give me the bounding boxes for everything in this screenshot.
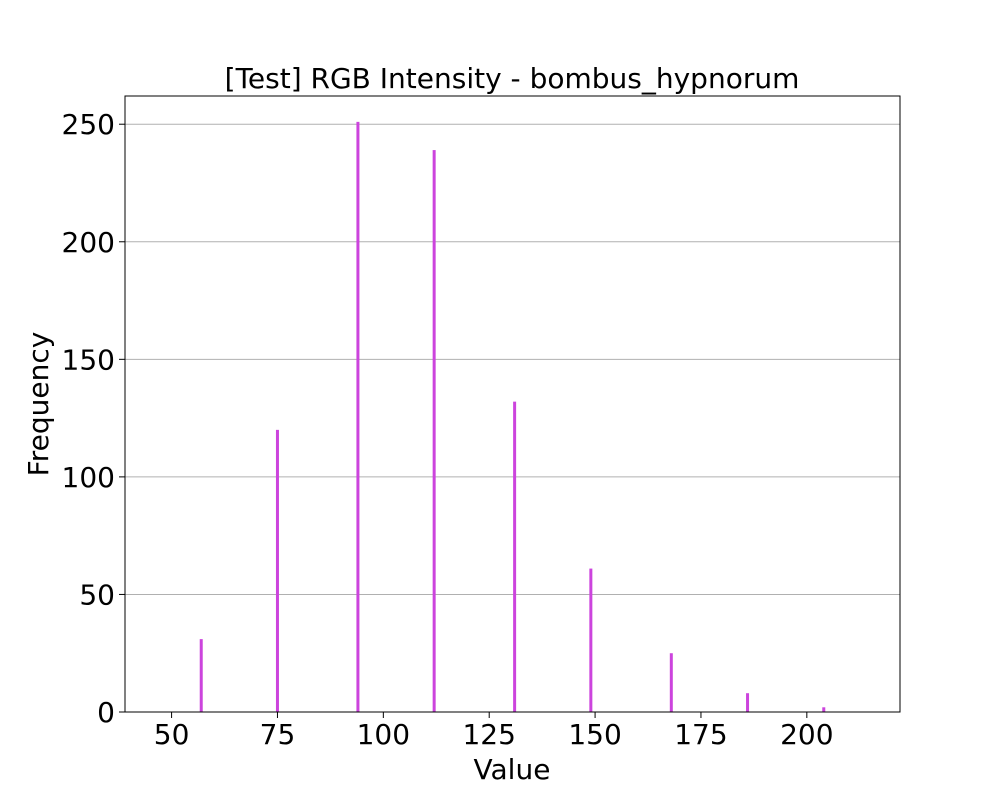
bar-168 (669, 653, 673, 712)
x-tick-label-100: 100 (357, 718, 410, 751)
y-tick-label-250: 250 (62, 108, 115, 141)
bars (199, 121, 826, 712)
x-axis-label: Value (474, 753, 551, 786)
grid-lines (125, 123, 900, 595)
plot-frame (124, 95, 901, 713)
y-tick-label-50: 50 (79, 578, 115, 611)
x-tick-label-175: 175 (674, 718, 727, 751)
x-tick-label-75: 75 (260, 718, 296, 751)
bar-204 (822, 707, 826, 712)
x-tick-label-150: 150 (568, 718, 621, 751)
bar-149 (589, 568, 593, 712)
bar-186 (746, 693, 750, 712)
bar-131 (513, 401, 517, 712)
x-axis-ticks: 50 75 100 125 150 175 200 (154, 712, 834, 751)
y-tick-label-100: 100 (62, 461, 115, 494)
bar-94 (356, 121, 360, 712)
x-tick-label-125: 125 (462, 718, 515, 751)
bar-57 (199, 639, 203, 712)
y-axis-ticks: 0 50 100 150 200 250 (62, 108, 125, 729)
x-tick-label-200: 200 (780, 718, 833, 751)
bar-112 (432, 150, 436, 712)
y-axis-label: Frequency (22, 332, 55, 477)
y-tick-label-200: 200 (62, 226, 115, 259)
chart-title: [Test] RGB Intensity - bombus_hypnorum (225, 62, 800, 95)
y-tick-label-0: 0 (97, 696, 115, 729)
bar-75 (275, 429, 279, 712)
y-tick-label-150: 150 (62, 343, 115, 376)
x-tick-label-50: 50 (154, 718, 190, 751)
